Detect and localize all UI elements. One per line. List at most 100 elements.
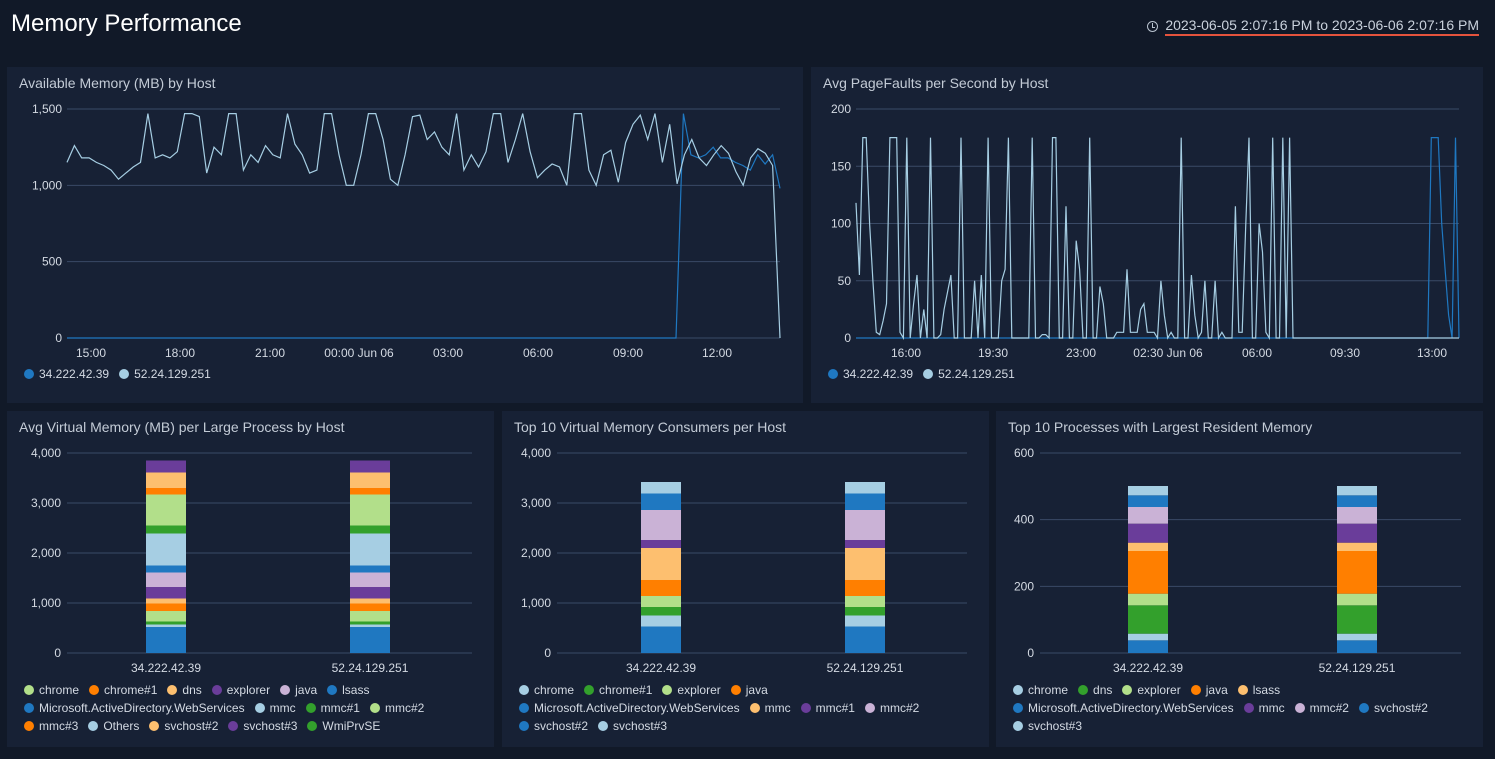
legend-item[interactable]: mmc — [749, 699, 791, 717]
panel-available-memory[interactable]: Available Memory (MB) by Host 1,500 1,000… — [7, 67, 803, 403]
x-tick-label: 19:30 — [978, 346, 1008, 360]
legend-item[interactable]: Microsoft.ActiveDirectory.WebServices — [24, 699, 245, 717]
time-range-picker[interactable]: 2023-06-05 2:07:16 PM to 2023-06-06 2:07… — [1147, 17, 1479, 36]
bar-segment — [146, 494, 186, 526]
legend-label: Microsoft.ActiveDirectory.WebServices — [39, 701, 245, 715]
legend-item[interactable]: chrome — [24, 681, 79, 699]
bar-segment — [845, 607, 885, 616]
legend-item[interactable]: chrome — [519, 681, 574, 699]
panel-page-faults[interactable]: Avg PageFaults per Second by Host 200 150… — [811, 67, 1483, 403]
bar-segment — [1337, 542, 1377, 551]
legend-item[interactable]: 34.222.42.39 — [828, 365, 913, 383]
legend-item[interactable]: 52.24.129.251 — [923, 365, 1015, 383]
y-tick-label: 3,000 — [521, 496, 551, 510]
bar-segment — [350, 488, 390, 495]
panel-top10-resident[interactable]: Top 10 Processes with Largest Resident M… — [996, 411, 1483, 747]
legend-item[interactable]: lsass — [1237, 681, 1280, 699]
legend-color-dot — [88, 721, 99, 731]
legend-color-dot — [119, 369, 130, 379]
bar-segment — [146, 611, 186, 622]
x-tick-label: 09:00 — [613, 346, 643, 360]
legend-color-dot — [519, 685, 529, 695]
bar-segment — [350, 494, 390, 526]
legend-label: chrome — [39, 683, 80, 697]
category-label: 34.222.42.39 — [1113, 661, 1183, 675]
legend-label: svchost#3 — [243, 719, 298, 733]
legend-item[interactable]: chrome#1 — [584, 681, 652, 699]
page-faults-chart[interactable]: 200 150 100 50 0 16:00 19:30 23:00 02:30 Jun 06 0… — [811, 67, 1483, 403]
bar-segment — [641, 596, 681, 607]
legend: 34.222.42.39 52.24.129.251 — [828, 365, 1025, 383]
bar-segment — [1337, 551, 1377, 594]
legend-label: svchost#3 — [613, 719, 668, 733]
top10-virtual-chart[interactable]: 4,000 3,000 2,000 1,000 0 34.222.42.39 52.24.1… — [502, 411, 989, 683]
x-tick-label: 15:00 — [76, 346, 106, 360]
legend-color-dot — [24, 685, 34, 695]
panel-top10-virtual[interactable]: Top 10 Virtual Memory Consumers per Host… — [502, 411, 989, 747]
panel-virtual-memory[interactable]: Avg Virtual Memory (MB) per Large Proces… — [7, 411, 494, 747]
legend-color-dot — [369, 703, 380, 713]
legend-item[interactable]: svchost#2 — [149, 717, 218, 735]
legend-item[interactable]: mmc#2 — [369, 699, 424, 717]
y-tick-label: 200 — [831, 102, 851, 116]
bar-segment — [146, 624, 186, 627]
legend-item[interactable]: dns — [167, 681, 202, 699]
legend-item[interactable]: 52.24.129.251 — [119, 365, 211, 383]
panel-title: Top 10 Processes with Largest Resident M… — [1008, 419, 1313, 435]
bar-segment — [1128, 507, 1168, 524]
legend-item[interactable]: chrome#1 — [89, 681, 157, 699]
legend-item[interactable]: svchost#3 — [228, 717, 297, 735]
legend-item[interactable]: mmc#1 — [800, 699, 855, 717]
legend-color-dot — [662, 685, 673, 695]
legend-item[interactable]: chrome — [1013, 681, 1068, 699]
bar-segment — [350, 587, 390, 599]
legend-item[interactable]: 34.222.42.39 — [24, 365, 109, 383]
legend-item[interactable]: mmc#2 — [864, 699, 919, 717]
bar-segment — [1128, 523, 1168, 543]
legend-item[interactable]: svchost#2 — [519, 717, 588, 735]
legend-item[interactable]: mmc#2 — [1294, 699, 1349, 717]
legend-item[interactable]: mmc#3 — [24, 717, 78, 735]
bar-segment — [1337, 495, 1377, 507]
legend-item[interactable]: java — [1190, 681, 1228, 699]
legend-color-dot — [1013, 721, 1023, 731]
legend-item[interactable]: mmc — [254, 699, 296, 717]
y-tick-label: 200 — [1014, 579, 1034, 593]
legend-color-dot — [89, 685, 100, 695]
legend-item[interactable]: svchost#3 — [1013, 717, 1082, 735]
legend-color-dot — [305, 703, 316, 713]
legend-color-dot — [149, 721, 160, 731]
legend-item[interactable]: WmiPrvSE — [307, 717, 380, 735]
legend-item[interactable]: Microsoft.ActiveDirectory.WebServices — [519, 699, 740, 717]
legend-item[interactable]: explorer — [1122, 681, 1181, 699]
legend-item[interactable]: mmc — [1243, 699, 1285, 717]
legend-item[interactable]: Microsoft.ActiveDirectory.WebServices — [1013, 699, 1234, 717]
time-range-text[interactable]: 2023-06-05 2:07:16 PM to 2023-06-06 2:07… — [1165, 17, 1479, 36]
legend-label: svchost#2 — [1373, 701, 1428, 715]
category-label: 34.222.42.39 — [131, 661, 201, 675]
legend-item[interactable]: explorer — [662, 681, 721, 699]
legend: chrome dns explorer java lsass Microsoft.Acti… — [1013, 681, 1483, 735]
legend-item[interactable]: mmc#1 — [305, 699, 360, 717]
legend-label: Others — [103, 719, 140, 733]
x-tick-label: 02:30 Jun 06 — [1133, 346, 1203, 360]
legend-item[interactable]: java — [280, 681, 317, 699]
legend-color-dot — [24, 369, 34, 379]
legend: 34.222.42.39 52.24.129.251 — [24, 365, 221, 383]
top10-resident-chart[interactable]: 600 400 200 0 34.222.42.39 52.24.129.251 — [996, 411, 1483, 683]
bar-segment — [1128, 640, 1168, 653]
legend-item[interactable]: lsass — [327, 681, 369, 699]
legend-item[interactable]: Others — [88, 717, 139, 735]
legend-item[interactable]: explorer — [211, 681, 270, 699]
available-memory-chart[interactable]: 1,500 1,000 500 0 15:00 18:00 21:00 00:00 Jun 0… — [7, 67, 803, 403]
legend-label: mmc — [764, 701, 791, 715]
legend-item[interactable]: dns — [1078, 681, 1112, 699]
legend-item[interactable]: java — [730, 681, 768, 699]
virtual-memory-chart[interactable]: 4,000 3,000 2,000 1,000 0 34.222.42.39 52.24.1… — [7, 411, 494, 683]
legend-item[interactable]: svchost#2 — [1358, 699, 1428, 717]
bar-segment — [845, 540, 885, 548]
x-tick-label: 13:00 — [1417, 346, 1447, 360]
legend-item[interactable]: svchost#3 — [598, 717, 667, 735]
page-title: Memory Performance — [11, 10, 242, 37]
bar-segment — [1128, 542, 1168, 551]
